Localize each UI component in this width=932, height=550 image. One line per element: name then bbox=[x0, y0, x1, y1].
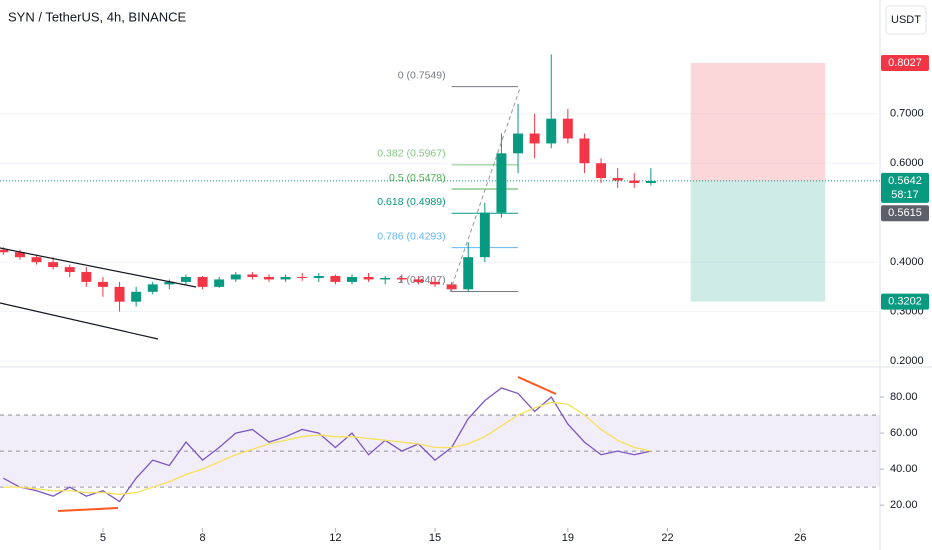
x-tick-label: 19 bbox=[562, 532, 574, 544]
candle-body bbox=[147, 284, 158, 292]
candle-body bbox=[546, 118, 557, 144]
x-tick-label: 8 bbox=[200, 532, 206, 544]
price-badge-label: 0.5615 bbox=[888, 207, 922, 219]
price-badge bbox=[881, 205, 929, 222]
candle-body bbox=[81, 272, 92, 282]
currency-label[interactable]: USDT bbox=[891, 14, 921, 26]
fib-label: 0 (0.7549) bbox=[398, 69, 446, 81]
candle-body bbox=[612, 178, 623, 181]
y-tick-label: 0.6000 bbox=[890, 157, 924, 169]
position-reward bbox=[690, 180, 826, 302]
candle-body bbox=[131, 291, 142, 302]
candle-body bbox=[64, 267, 75, 273]
fib-label: 0.618 (0.4989) bbox=[377, 196, 445, 208]
price-badge-label: 0.5642 bbox=[888, 175, 922, 187]
fib-label: 0.786 (0.4293) bbox=[377, 230, 445, 242]
candle-body bbox=[197, 276, 208, 287]
fib-label: 0.5 (0.5478) bbox=[389, 172, 446, 184]
candle-body bbox=[313, 275, 324, 278]
channel-line bbox=[0, 302, 159, 340]
y-tick-label: 0.2000 bbox=[890, 355, 924, 367]
price-badge-label: 0.8027 bbox=[888, 57, 922, 69]
candle-body bbox=[214, 279, 225, 287]
candle-body bbox=[645, 181, 656, 183]
candle-body bbox=[513, 133, 524, 154]
candle-body bbox=[48, 262, 59, 268]
y-tick-label: 80.00 bbox=[890, 391, 918, 403]
candle-body bbox=[0, 249, 9, 253]
price-badge bbox=[881, 293, 929, 310]
x-tick-label: 26 bbox=[794, 532, 806, 544]
candle-body bbox=[97, 281, 108, 287]
candle-body bbox=[297, 276, 308, 278]
candle-body bbox=[413, 279, 424, 282]
fib-trend bbox=[449, 87, 521, 293]
candle-body bbox=[579, 138, 590, 164]
candle-body bbox=[180, 276, 191, 282]
candle-body bbox=[31, 257, 42, 263]
y-tick-label: 0.7000 bbox=[890, 108, 924, 120]
y-tick-label: 60.00 bbox=[890, 427, 918, 439]
candle-body bbox=[496, 153, 507, 213]
y-tick-label: 40.00 bbox=[890, 463, 918, 475]
candle-body bbox=[264, 276, 274, 280]
candle-body bbox=[164, 281, 175, 285]
candle-body bbox=[629, 180, 640, 183]
candle-body bbox=[596, 163, 607, 179]
rsi-line bbox=[3, 401, 652, 496]
price-badge-label: 0.3202 bbox=[888, 296, 922, 308]
candle-body bbox=[247, 274, 258, 277]
x-tick-label: 12 bbox=[329, 532, 341, 544]
candle-body bbox=[230, 274, 241, 280]
candle-body bbox=[446, 284, 457, 290]
fib-label: 0.382 (0.5967) bbox=[377, 148, 445, 160]
rsi-line bbox=[3, 387, 652, 503]
price-badge bbox=[881, 172, 929, 203]
candle-body bbox=[562, 118, 573, 139]
candle-body bbox=[114, 286, 125, 302]
candle-body bbox=[463, 257, 474, 290]
candle-body bbox=[529, 133, 540, 144]
price-countdown: 58:17 bbox=[891, 189, 919, 201]
x-tick-label: 22 bbox=[661, 532, 673, 544]
x-tick-label: 5 bbox=[100, 532, 106, 544]
candle-body bbox=[330, 275, 341, 282]
position-risk bbox=[690, 62, 826, 181]
currency-button[interactable] bbox=[885, 5, 927, 35]
divergence-line bbox=[517, 376, 557, 395]
y-tick-label: 0.4000 bbox=[890, 256, 924, 268]
candle-body bbox=[396, 277, 407, 280]
chart-header: SYN / TetherUS, 4h, BINANCE bbox=[8, 9, 187, 24]
candle-body bbox=[14, 252, 25, 258]
candle-body bbox=[479, 212, 490, 258]
candle-body bbox=[280, 276, 291, 280]
candle-body bbox=[380, 277, 391, 280]
candle-body bbox=[347, 276, 357, 282]
y-tick-label: 20.00 bbox=[890, 499, 918, 511]
x-tick-label: 15 bbox=[429, 532, 441, 544]
candle-body bbox=[363, 276, 374, 280]
channel-line bbox=[0, 247, 197, 288]
candle-body bbox=[430, 281, 440, 285]
price-badge bbox=[881, 54, 929, 71]
divergence-line bbox=[57, 507, 119, 512]
